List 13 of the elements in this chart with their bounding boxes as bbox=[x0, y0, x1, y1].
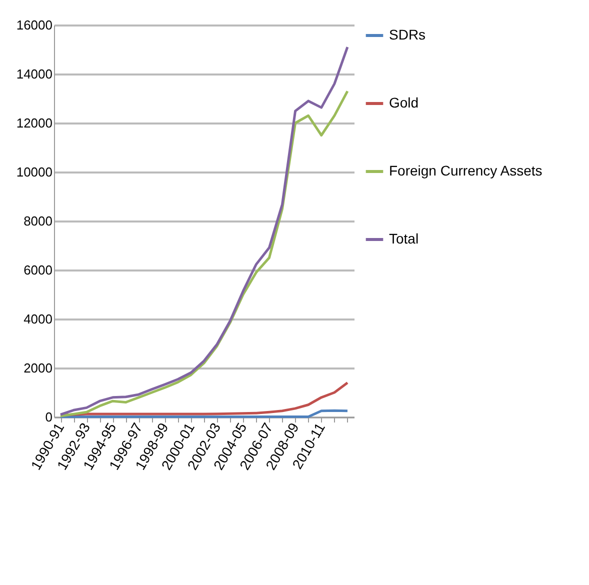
y-tick-label: 12000 bbox=[16, 116, 52, 130]
legend-label: Foreign Currency Assets bbox=[389, 162, 542, 178]
y-tick-label: 0 bbox=[45, 410, 52, 424]
y-tick-label: 14000 bbox=[16, 66, 52, 82]
y-tick-label: 10000 bbox=[16, 164, 52, 180]
legend-label: SDRs bbox=[389, 26, 426, 42]
y-tick-label: 4000 bbox=[24, 312, 52, 326]
y-tick-label: 6000 bbox=[24, 262, 52, 278]
legend-label: Gold bbox=[389, 94, 419, 110]
y-tick-label: 16000 bbox=[16, 18, 52, 32]
y-tick-label: 2000 bbox=[24, 360, 52, 376]
legend-label: Total bbox=[389, 230, 419, 246]
y-tick-label: 8000 bbox=[24, 214, 52, 228]
